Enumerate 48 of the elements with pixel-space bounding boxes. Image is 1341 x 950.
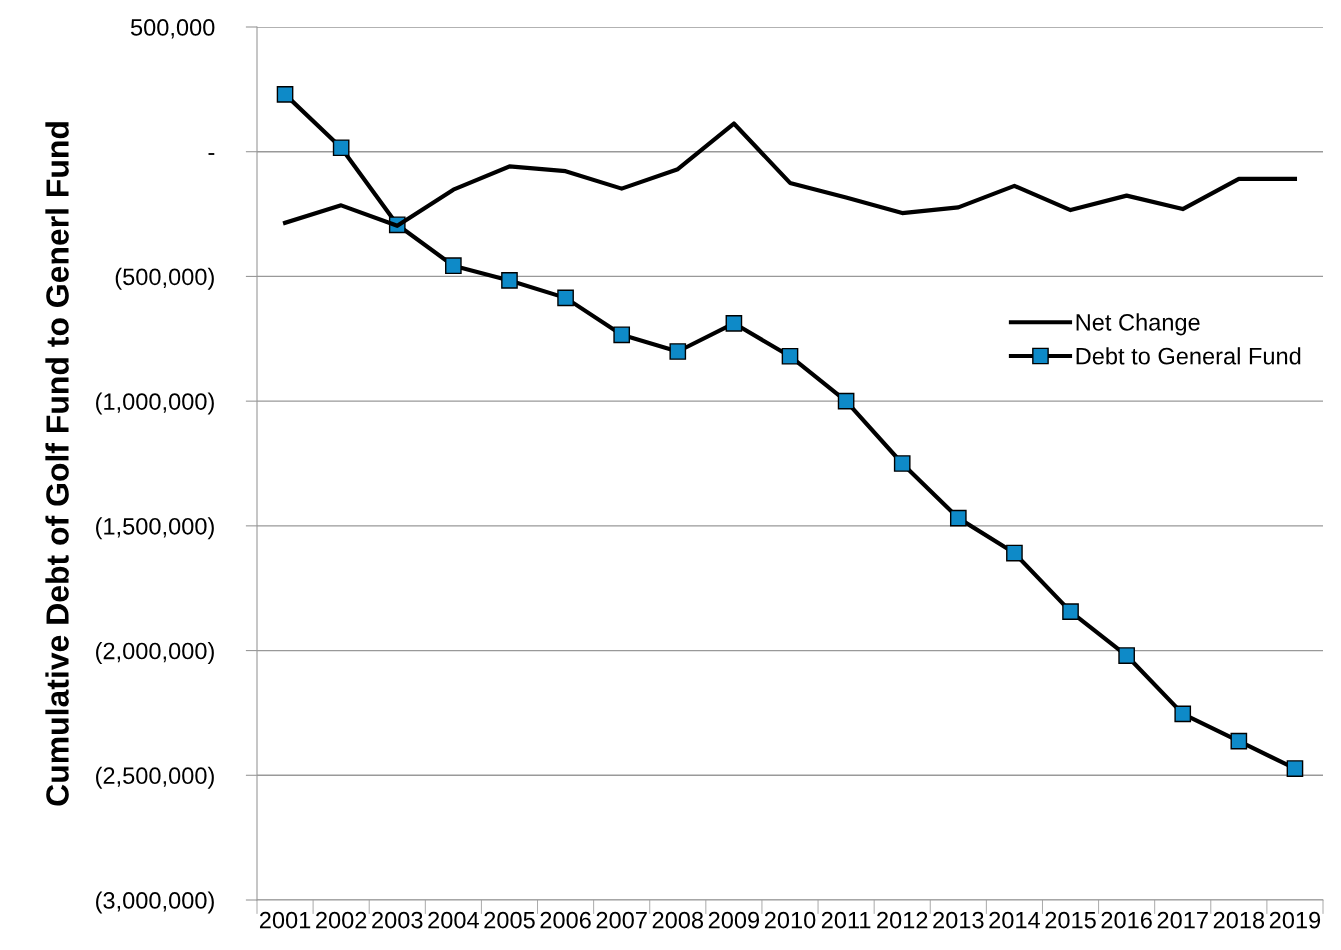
x-tick-label: 2008: [652, 911, 704, 929]
point: [1062, 603, 1079, 620]
point: [501, 272, 518, 289]
x-tick-label: 2003: [372, 911, 423, 929]
x-tick-label: 2011: [821, 911, 871, 929]
x-tick-label: 2009: [708, 911, 760, 929]
x-tick-label: 2014: [989, 911, 1040, 929]
x-tick-label: 2001: [259, 911, 311, 929]
point: [1286, 760, 1304, 777]
x-tick-label: 2016: [1101, 911, 1152, 929]
y-tick-label: (500,000): [115, 267, 214, 290]
point: [332, 139, 350, 157]
point: [893, 455, 911, 472]
point: [949, 509, 967, 527]
x-tick-label: 2013: [933, 911, 984, 929]
x-tick-label: 2002: [316, 911, 367, 929]
x-tick-label: 2004: [428, 911, 479, 929]
point: [1118, 647, 1135, 664]
x-tick-label: 2010: [764, 911, 816, 929]
x-tick-label: 2005: [484, 911, 535, 929]
y-tick-label: (1,500,000): [96, 517, 214, 540]
x-tick-label: 2015: [1045, 911, 1096, 929]
y-axis-title: Cumulative Debt of Golf Fund to Generl Fund: [45, 122, 69, 806]
point: [725, 314, 743, 332]
y-tick-label: (2,500,000): [96, 766, 214, 789]
y-tick-label: (3,000,000): [96, 891, 214, 914]
point: [669, 343, 687, 360]
point: [613, 326, 631, 344]
point: [1006, 544, 1023, 562]
point: [837, 392, 855, 410]
x-tick-label: 2017: [1157, 911, 1208, 929]
x-tick-label: 2012: [877, 911, 928, 929]
x-tick-label: 2007: [596, 911, 647, 929]
point: [781, 347, 799, 365]
y-tick-label: -: [208, 153, 215, 155]
legend-label: Debt to General Fund: [1076, 347, 1301, 365]
point: [276, 86, 294, 103]
y-tick-label: (2,000,000): [96, 642, 214, 665]
point: [1174, 705, 1192, 723]
point: [1230, 732, 1248, 750]
x-tick-label: 2019: [1269, 911, 1321, 929]
x-tick-label: 2018: [1213, 911, 1265, 929]
point: [557, 289, 574, 307]
x-tick-label: 2006: [540, 911, 591, 929]
y-tick-label: 500,000: [130, 19, 215, 39]
legend-label: Net Change: [1076, 313, 1200, 336]
point: [445, 257, 462, 275]
y-tick-label: (1,000,000): [96, 392, 214, 415]
